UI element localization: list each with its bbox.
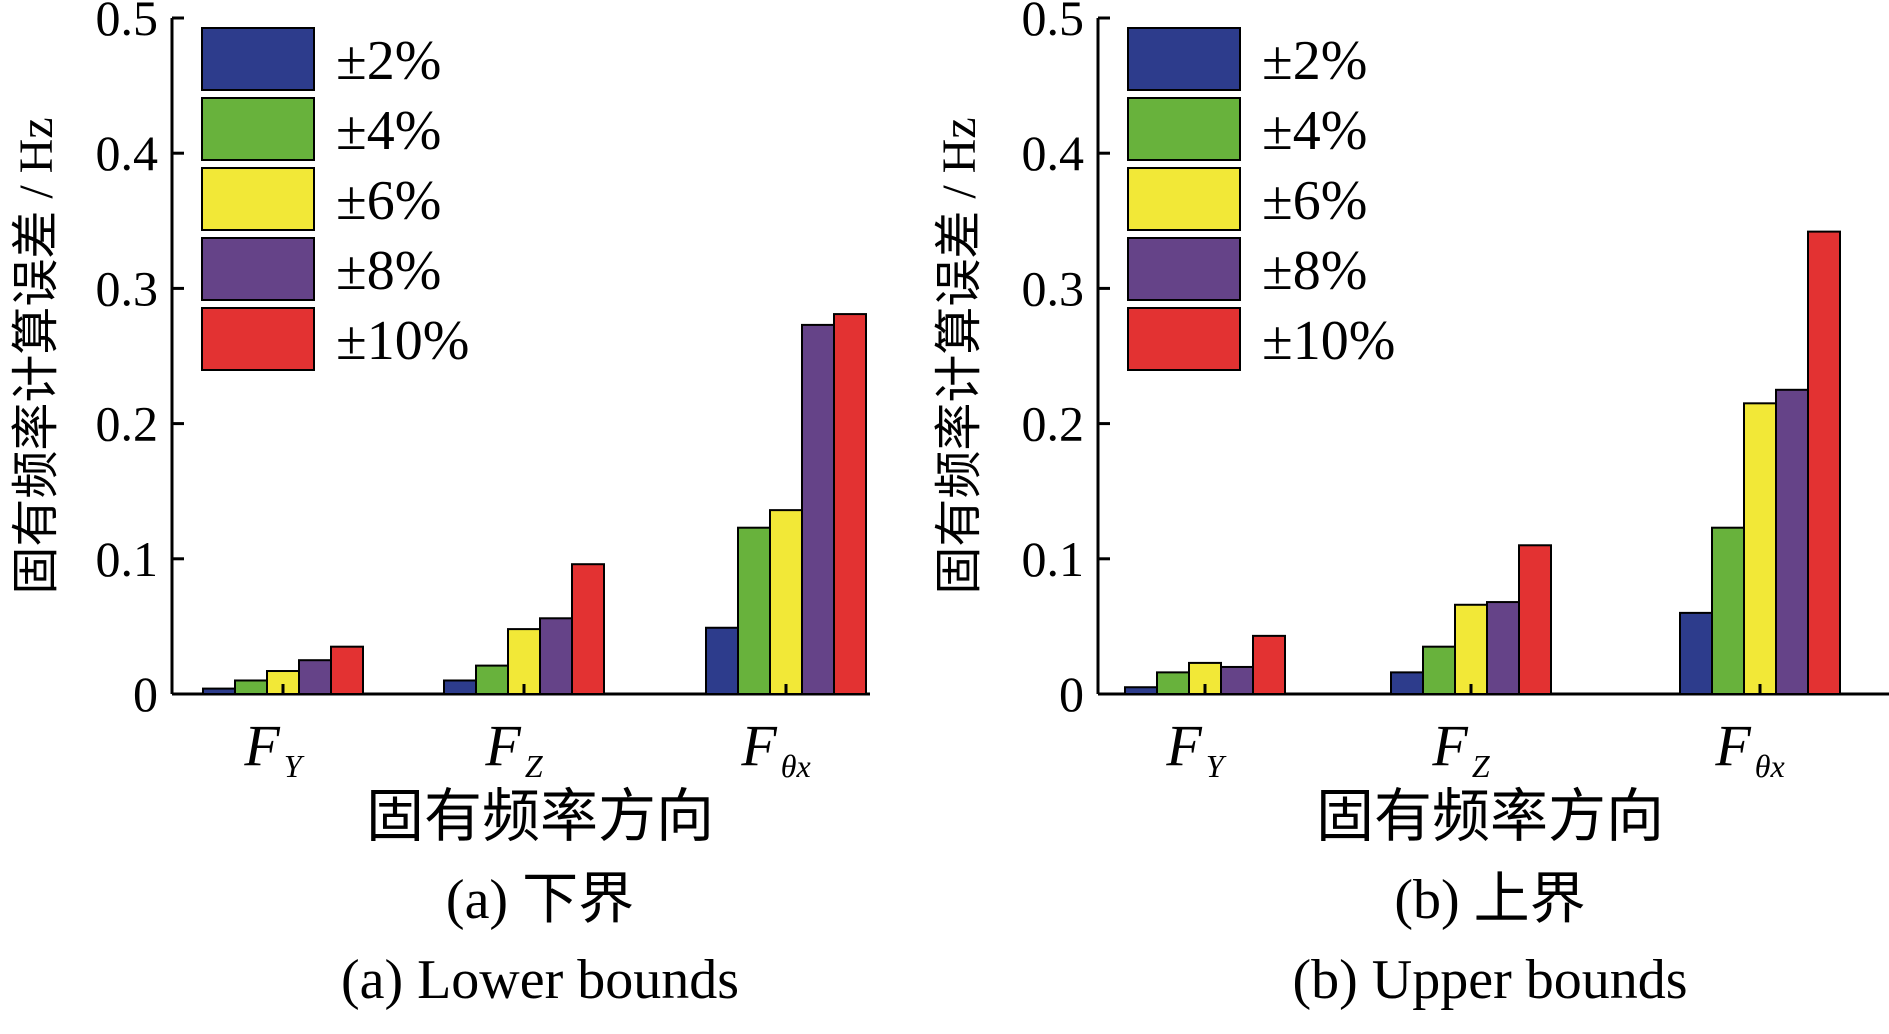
bar-4pct-cat1 — [1422, 645, 1456, 695]
bar-10pct-cat2 — [1807, 230, 1841, 695]
y-tick-label: 0.2 — [96, 396, 159, 452]
bar-2pct-cat1 — [443, 679, 477, 695]
y-axis-label: 固有频率计算误差 / Hz — [933, 117, 986, 594]
legend-label: ±10% — [1262, 310, 1395, 372]
bar-4pct-cat0 — [1156, 671, 1190, 695]
legend-swatch — [201, 97, 315, 161]
bar-10pct-cat1 — [571, 563, 605, 696]
bar-8pct-cat2 — [1775, 388, 1809, 695]
y-tick-label: 0.5 — [96, 0, 159, 46]
x-axis-label: 固有频率方向 — [1316, 784, 1664, 849]
bar-2pct-cat2 — [1679, 611, 1713, 696]
bar-6pct-cat1 — [1454, 603, 1488, 696]
bar-8pct-cat0 — [298, 659, 332, 696]
caption-cn: (b) 上界 — [1394, 869, 1585, 931]
bar-4pct-cat2 — [737, 526, 771, 695]
bar-2pct-cat2 — [705, 626, 739, 696]
bar-6pct-cat1 — [507, 628, 541, 695]
bar-10pct-cat1 — [1518, 544, 1552, 696]
bar-8pct-cat0 — [1220, 665, 1254, 696]
y-tick-label: 0.5 — [1022, 0, 1085, 46]
bar-8pct-cat1 — [1486, 601, 1520, 696]
legend-label: ±10% — [336, 310, 469, 372]
caption-en: (b) Upper bounds — [1292, 949, 1687, 1011]
legend-swatch — [201, 237, 315, 301]
bar-2pct-cat0 — [1124, 686, 1158, 695]
legend-swatch — [201, 167, 315, 231]
bar-6pct-cat2 — [1743, 402, 1777, 695]
legend-label: ±4% — [336, 100, 441, 162]
bar-4pct-cat1 — [475, 664, 509, 695]
bar-4pct-cat0 — [234, 679, 268, 695]
legend-label: ±2% — [336, 30, 441, 92]
legend-label: ±6% — [1262, 170, 1367, 232]
y-axis-label: 固有频率计算误差 / Hz — [10, 117, 63, 594]
y-tick-label: 0 — [1059, 666, 1084, 722]
y-tick-label: 0.3 — [1022, 260, 1085, 316]
bar-4pct-cat2 — [1711, 526, 1745, 695]
legend-label: ±8% — [1262, 240, 1367, 302]
bar-6pct-cat2 — [769, 509, 803, 695]
legend-label: ±4% — [1262, 100, 1367, 162]
y-tick-label: 0.4 — [96, 125, 159, 181]
legend-swatch — [1127, 97, 1241, 161]
bar-8pct-cat1 — [539, 617, 573, 696]
x-axis-label: 固有频率方向 — [366, 784, 714, 849]
caption-en: (a) Lower bounds — [341, 949, 739, 1011]
legend-swatch — [1127, 307, 1241, 371]
legend-swatch — [1127, 237, 1241, 301]
y-tick-label: 0.3 — [96, 260, 159, 316]
y-tick-label: 0.4 — [1022, 125, 1085, 181]
bar-8pct-cat2 — [801, 323, 835, 695]
bar-2pct-cat1 — [1390, 671, 1424, 695]
bar-2pct-cat0 — [202, 687, 236, 695]
legend-label: ±2% — [1262, 30, 1367, 92]
y-tick-label: 0.1 — [96, 531, 159, 587]
caption-cn: (a) 下界 — [446, 869, 634, 931]
y-tick-label: 0.1 — [1022, 531, 1085, 587]
legend-label: ±6% — [336, 170, 441, 232]
legend-label: ±8% — [336, 240, 441, 302]
legend-swatch — [1127, 167, 1241, 231]
y-tick-label: 0.2 — [1022, 396, 1085, 452]
legend-swatch — [1127, 27, 1241, 91]
legend-swatch — [201, 307, 315, 371]
legend-swatch — [201, 27, 315, 91]
bar-10pct-cat0 — [330, 645, 364, 695]
y-tick-label: 0 — [133, 666, 158, 722]
bar-10pct-cat0 — [1252, 634, 1286, 696]
bar-10pct-cat2 — [833, 313, 867, 695]
